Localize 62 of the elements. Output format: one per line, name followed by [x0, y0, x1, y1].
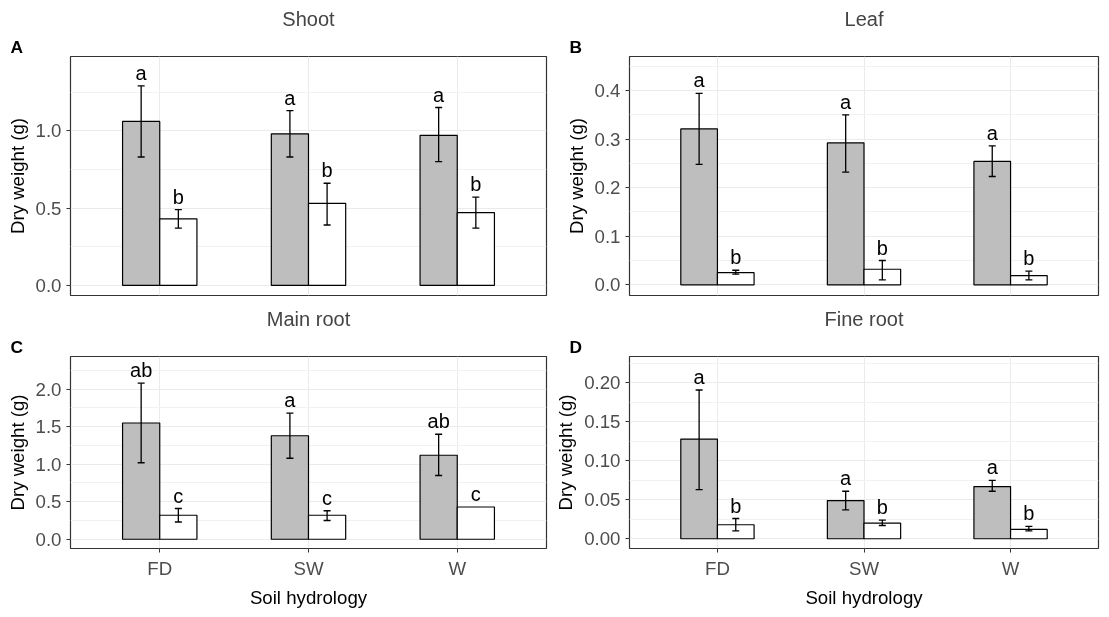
y-tick-label: 0.10 [584, 450, 621, 472]
y-tick-label: 0.0 [594, 274, 621, 296]
y-tick-label: 0.5 [35, 491, 62, 513]
data-label: a [693, 69, 706, 92]
x-tick-label: W [448, 557, 467, 579]
data-label: a [135, 61, 148, 84]
chart-title: Fine root [824, 307, 904, 330]
y-tick-label: 0.1 [594, 225, 621, 247]
data-label: b [876, 236, 888, 259]
data-label: c [173, 484, 184, 507]
data-label: b [730, 246, 742, 269]
data-label: b [1023, 502, 1035, 525]
data-label: b [321, 159, 333, 182]
x-tick-label: SW [848, 557, 880, 579]
chart-title: Main root [266, 307, 351, 330]
data-label: a [986, 456, 999, 479]
data-label: b [1023, 247, 1035, 270]
data-label: b [730, 494, 742, 517]
y-tick-label: 2.0 [35, 378, 62, 400]
chart-title: Leaf [844, 7, 884, 30]
y-tick-label: 0.05 [584, 489, 621, 511]
data-label: a [433, 83, 446, 106]
y-tick-label: 1.0 [35, 453, 62, 475]
text: C [10, 336, 24, 357]
y-tick-label: 1.0 [35, 120, 62, 142]
data-label: b [876, 496, 888, 519]
y-tick-label: 0.2 [594, 177, 621, 199]
y-tick-label: 0.5 [35, 197, 62, 219]
data-label: a [693, 365, 706, 388]
y-tick-label: 0.00 [584, 528, 621, 550]
y-tick-label: 0.15 [584, 411, 621, 433]
x-tick-label: FD [705, 557, 730, 579]
x-tick-label: W [1001, 557, 1020, 579]
data-label: c [322, 486, 333, 509]
y-axis-title: Dry weight (g) [6, 117, 28, 235]
data-label: c [470, 483, 481, 506]
x-axis-title: Soil hydrology [805, 586, 924, 608]
y-axis-title: Dry weight (g) [565, 117, 587, 235]
data-label: b [470, 173, 482, 196]
y-tick-label: 0.0 [35, 274, 62, 296]
chart-title: Shoot [282, 7, 336, 30]
y-tick-label: 0.4 [594, 80, 621, 101]
data-label: a [840, 467, 853, 490]
text: D [569, 336, 583, 357]
x-tick-label: FD [147, 557, 173, 579]
x-axis-title: Soil hydrology [249, 586, 368, 608]
data-label: b [172, 185, 184, 208]
data-label: a [284, 389, 297, 412]
x-tick-label: SW [293, 557, 324, 579]
y-axis-title: Dry weight (g) [555, 394, 577, 511]
data-label: ab [130, 359, 153, 382]
text: B [569, 36, 583, 57]
y-tick-label: 1.5 [35, 416, 62, 438]
y-axis-title: Dry weight (g) [6, 394, 28, 511]
data-label: a [840, 90, 853, 113]
y-tick-label: 0.3 [594, 128, 621, 150]
data-label: a [284, 86, 297, 109]
text: A [10, 36, 24, 57]
y-tick-label: 0.0 [35, 528, 62, 550]
data-label: ab [427, 410, 450, 433]
data-label: a [986, 121, 999, 144]
y-tick-label: 0.20 [584, 372, 621, 394]
